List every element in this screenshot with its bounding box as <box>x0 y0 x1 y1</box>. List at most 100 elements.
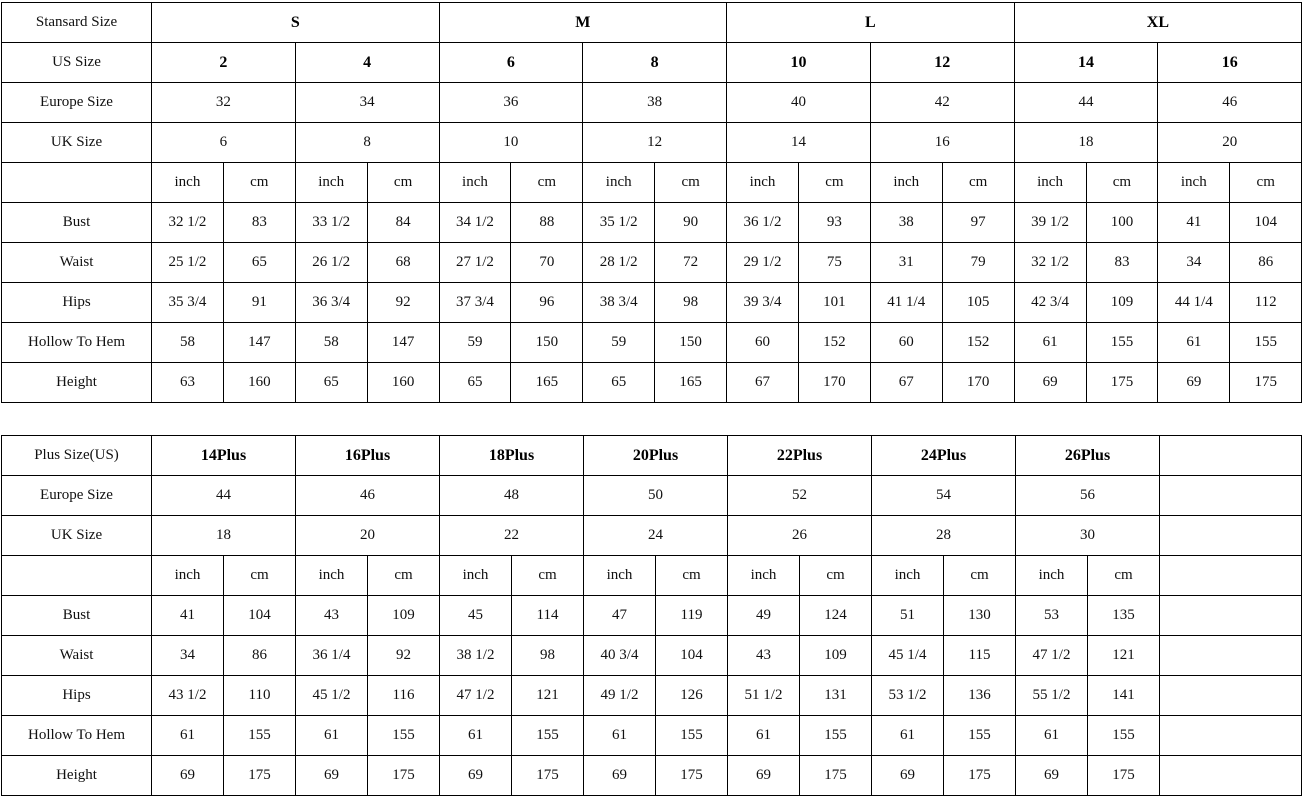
measurement-cell: 69 <box>1157 362 1231 403</box>
measurement-cell: 79 <box>941 242 1015 283</box>
measurement-cell: 35 1/2 <box>582 202 656 243</box>
measurement-cell: 34 <box>151 635 224 676</box>
unit-cell: cm <box>799 555 872 596</box>
europe-size-cell: 38 <box>582 82 728 123</box>
uk-size-cell: 20 <box>295 515 440 556</box>
unit-cell: inch <box>583 555 656 596</box>
unit-cell: inch <box>1015 555 1088 596</box>
measurement-cell: 175 <box>655 755 728 796</box>
europe-size-cell: 50 <box>583 475 728 516</box>
unit-cell: inch <box>726 162 799 203</box>
plus-size-cell: 24Plus <box>871 435 1016 476</box>
empty-trailing-cell <box>1159 515 1302 556</box>
measurement-cell: 155 <box>655 715 728 756</box>
plus-size-table-wrap: Plus Size(US) 14Plus 16Plus 18Plus 20Plus 22P… <box>1 435 1302 796</box>
table-row: Height 63 160 65 160 65 165 65 165 67 170 67 170 69 17… <box>1 362 1302 403</box>
row-label-us-size: US Size <box>1 42 152 83</box>
measurement-cell: 175 <box>1229 362 1302 403</box>
measurement-cell: 34 <box>1157 242 1231 283</box>
size-group-l: L <box>726 2 1015 43</box>
measurement-cell: 65 <box>438 362 512 403</box>
measurement-cell: 70 <box>510 242 584 283</box>
table-row: Waist 34 86 36 1/4 92 38 1/2 98 40 3/4 104 43 109 4… <box>1 635 1302 676</box>
standard-size-table-wrap: Stansard Size S M L XL US Size 2 4 6 8 10 12 14 16 Eur… <box>1 2 1302 403</box>
measurement-cell: 175 <box>511 755 584 796</box>
measurement-cell: 69 <box>1013 362 1087 403</box>
us-size-cell: 2 <box>151 42 296 83</box>
measurement-cell: 116 <box>367 675 440 716</box>
measurement-cell: 65 <box>294 362 368 403</box>
measurement-cell: 35 3/4 <box>151 282 224 323</box>
measurement-cell: 101 <box>797 282 871 323</box>
measurement-cell: 126 <box>655 675 728 716</box>
measurement-cell: 38 1/2 <box>439 635 512 676</box>
measurement-cell: 67 <box>869 362 943 403</box>
europe-size-cell: 36 <box>438 82 584 123</box>
measurement-cell: 53 <box>1015 595 1088 636</box>
unit-cell: cm <box>366 162 440 203</box>
size-group-s: S <box>151 2 440 43</box>
measurement-cell: 53 1/2 <box>871 675 944 716</box>
row-label-measurement: Waist <box>1 635 152 676</box>
measurement-cell: 109 <box>799 635 872 676</box>
unit-cell: cm <box>941 162 1015 203</box>
europe-size-cell: 48 <box>439 475 584 516</box>
measurement-cell: 38 3/4 <box>582 282 656 323</box>
us-size-cell: 12 <box>869 42 1015 83</box>
measurement-cell: 69 <box>871 755 944 796</box>
measurement-cell: 170 <box>941 362 1015 403</box>
measurement-cell: 155 <box>1229 322 1302 363</box>
measurement-cell: 175 <box>943 755 1016 796</box>
us-size-cell: 14 <box>1013 42 1159 83</box>
row-label-uk-size: UK Size <box>1 122 152 163</box>
unit-cell: inch <box>151 555 224 596</box>
unit-cell: cm <box>510 162 584 203</box>
measurement-cell: 136 <box>943 675 1016 716</box>
unit-cell: inch <box>1157 162 1231 203</box>
measurement-cell: 45 1/4 <box>871 635 944 676</box>
measurement-cell: 92 <box>366 282 440 323</box>
measurement-cell: 100 <box>1085 202 1159 243</box>
europe-size-cell: 46 <box>295 475 440 516</box>
measurement-cell: 43 1/2 <box>151 675 224 716</box>
measurement-cell: 67 <box>726 362 799 403</box>
europe-size-cell: 54 <box>871 475 1016 516</box>
table-row: Waist 25 1/2 65 26 1/2 68 27 1/2 70 28 1/2 72 29 … <box>1 242 1302 283</box>
measurement-cell: 152 <box>941 322 1015 363</box>
measurement-cell: 63 <box>151 362 224 403</box>
europe-size-cell: 56 <box>1015 475 1160 516</box>
measurement-cell: 29 1/2 <box>726 242 799 283</box>
measurement-cell: 33 1/2 <box>294 202 368 243</box>
measurement-cell: 45 1/2 <box>295 675 368 716</box>
unit-cell: inch <box>294 162 368 203</box>
measurement-cell: 121 <box>511 675 584 716</box>
row-label-measurement: Bust <box>1 595 152 636</box>
measurement-cell: 96 <box>510 282 584 323</box>
measurement-cell: 160 <box>222 362 296 403</box>
measurement-cell: 115 <box>943 635 1016 676</box>
measurement-cell: 39 3/4 <box>726 282 799 323</box>
row-label-measurement: Hips <box>1 675 152 716</box>
row-label-measurement: Height <box>1 755 152 796</box>
measurement-cell: 93 <box>797 202 871 243</box>
europe-size-cell: 40 <box>726 82 871 123</box>
measurement-cell: 47 1/2 <box>439 675 512 716</box>
row-label-blank <box>1 162 152 203</box>
row-label-measurement: Hips <box>1 282 152 323</box>
unit-cell: inch <box>439 555 512 596</box>
measurement-cell: 97 <box>941 202 1015 243</box>
plus-size-cell: 20Plus <box>583 435 728 476</box>
measurement-cell: 44 1/4 <box>1157 282 1231 323</box>
table-row: Hips 43 1/2 110 45 1/2 116 47 1/2 121 49 1/2 126… <box>1 675 1302 716</box>
measurement-cell: 36 1/4 <box>295 635 368 676</box>
measurement-cell: 119 <box>655 595 728 636</box>
measurement-cell: 36 1/2 <box>726 202 799 243</box>
measurement-cell: 27 1/2 <box>438 242 512 283</box>
europe-size-cell: 52 <box>727 475 872 516</box>
us-size-cell: 8 <box>582 42 728 83</box>
row-label-measurement: Hollow To Hem <box>1 715 152 756</box>
measurement-cell: 49 1/2 <box>583 675 656 716</box>
measurement-cell: 49 <box>727 595 800 636</box>
us-size-row: US Size 2 4 6 8 10 12 14 16 <box>1 42 1302 83</box>
table-row: Height 69 175 69 175 69 175 69 175 69 175 69 175 69 17… <box>1 755 1302 796</box>
